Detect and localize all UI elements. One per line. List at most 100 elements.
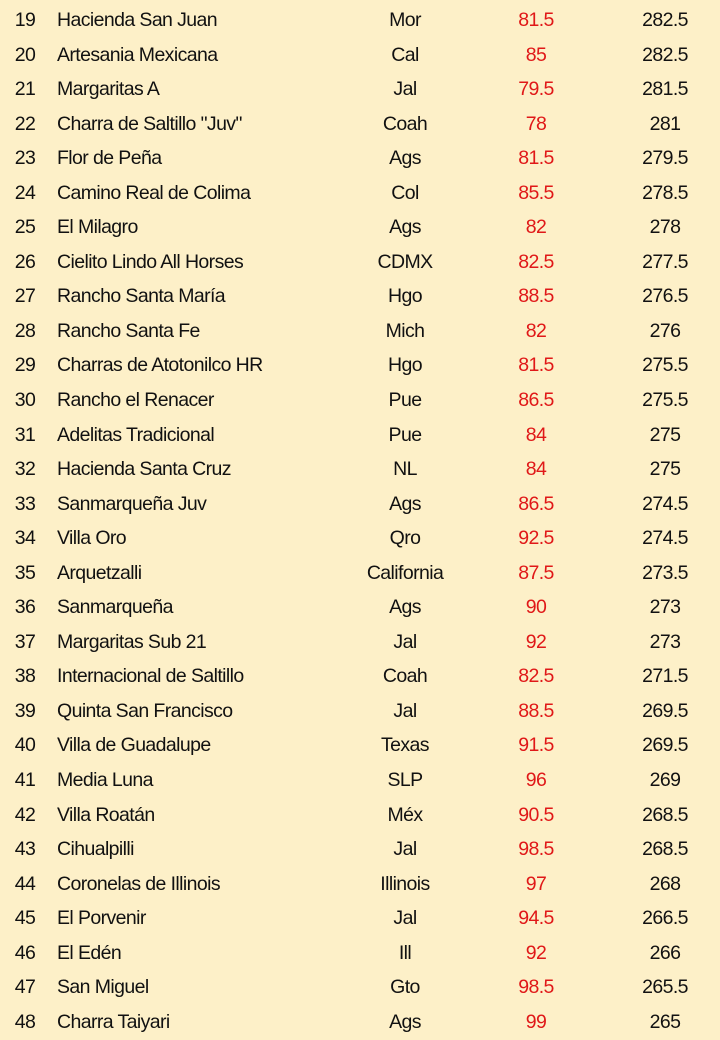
cell-name: Hacienda Santa Cruz bbox=[57, 458, 232, 481]
cell-rank: 44 bbox=[14, 872, 36, 895]
cell-state: Jal bbox=[393, 78, 417, 101]
table-row: 41 Media Luna SLP 96 269 bbox=[0, 763, 720, 798]
cell-score: 94.5 bbox=[518, 907, 554, 930]
cell-state: Ags bbox=[389, 596, 421, 619]
cell-state: California bbox=[366, 561, 444, 584]
cell-total: 282.5 bbox=[642, 9, 688, 31]
table-row: 25 El Milagro Ags 82 278 bbox=[0, 210, 720, 245]
cell-name: El Milagro bbox=[57, 216, 138, 239]
cell-score: 81.5 bbox=[518, 9, 554, 31]
table-row: 28 Rancho Santa Fe Mich 82 276 bbox=[0, 314, 720, 349]
cell-state: Ags bbox=[389, 147, 421, 170]
cell-rank: 36 bbox=[14, 596, 36, 619]
table-row: 38 Internacional de Saltillo Coah 82.5 271.5 bbox=[0, 659, 720, 694]
cell-score: 86.5 bbox=[518, 492, 554, 515]
table-row: 21 Margaritas A Jal 79.5 281.5 bbox=[0, 72, 720, 107]
cell-name: Rancho Santa María bbox=[57, 285, 226, 308]
cell-total: 265.5 bbox=[642, 976, 688, 999]
cell-total: 269 bbox=[649, 769, 681, 792]
cell-name: Cihualpilli bbox=[57, 838, 134, 861]
cell-rank: 29 bbox=[14, 354, 36, 377]
cell-score: 81.5 bbox=[518, 354, 554, 377]
cell-name: Margaritas A bbox=[57, 78, 160, 101]
cell-state: Jal bbox=[393, 838, 417, 861]
cell-total: 265 bbox=[649, 1010, 681, 1033]
cell-name: Arquetzalli bbox=[57, 561, 142, 584]
table-row: 46 El Edén Ill 92 266 bbox=[0, 936, 720, 971]
cell-score: 96 bbox=[525, 769, 547, 792]
cell-name: El Edén bbox=[57, 941, 122, 964]
cell-score: 88.5 bbox=[518, 699, 554, 722]
cell-state: Mich bbox=[385, 319, 425, 342]
cell-name: Camino Real de Colima bbox=[57, 181, 251, 204]
cell-score: 92 bbox=[525, 941, 547, 964]
cell-total: 281.5 bbox=[642, 78, 688, 101]
cell-score: 82 bbox=[525, 319, 547, 342]
cell-rank: 30 bbox=[14, 389, 36, 412]
cell-rank: 34 bbox=[14, 527, 36, 550]
cell-name: Coronelas de Illinois bbox=[57, 872, 221, 895]
cell-rank: 38 bbox=[14, 665, 36, 688]
cell-score: 85 bbox=[525, 43, 547, 66]
cell-name: San Miguel bbox=[57, 976, 149, 999]
table-row: 33 Sanmarqueña Juv Ags 86.5 274.5 bbox=[0, 487, 720, 522]
cell-total: 277.5 bbox=[642, 250, 688, 273]
cell-score: 84 bbox=[525, 423, 547, 446]
cell-score: 82.5 bbox=[518, 665, 554, 688]
table-row: 29 Charras de Atotonilco HR Hgo 81.5 275.5 bbox=[0, 348, 720, 383]
cell-state: CDMX bbox=[377, 250, 433, 273]
table-row: 32 Hacienda Santa Cruz NL 84 275 bbox=[0, 452, 720, 487]
cell-rank: 28 bbox=[14, 319, 36, 342]
table-row: 47 San Miguel Gto 98.5 265.5 bbox=[0, 970, 720, 1005]
cell-score: 98.5 bbox=[518, 838, 554, 861]
cell-rank: 37 bbox=[14, 630, 36, 653]
cell-state: Jal bbox=[393, 907, 417, 930]
cell-rank: 43 bbox=[14, 838, 36, 861]
cell-score: 79.5 bbox=[518, 78, 554, 101]
table-row: 43 Cihualpilli Jal 98.5 268.5 bbox=[0, 832, 720, 867]
cell-name: Margaritas Sub 21 bbox=[57, 630, 207, 653]
cell-state: Ill bbox=[398, 941, 412, 964]
table-row: 42 Villa Roatán Méx 90.5 268.5 bbox=[0, 798, 720, 833]
cell-rank: 42 bbox=[14, 803, 36, 826]
table-row: 36 Sanmarqueña Ags 90 273 bbox=[0, 590, 720, 625]
cell-rank: 21 bbox=[14, 78, 36, 101]
cell-score: 90.5 bbox=[518, 803, 554, 826]
cell-score: 82 bbox=[525, 216, 547, 239]
table-row: 27 Rancho Santa María Hgo 88.5 276.5 bbox=[0, 279, 720, 314]
cell-total: 279.5 bbox=[642, 147, 688, 170]
cell-total: 269.5 bbox=[642, 734, 688, 757]
cell-score: 86.5 bbox=[518, 389, 554, 412]
cell-state: Méx bbox=[387, 803, 423, 826]
table-row: 19 Hacienda San Juan Mor 81.5 282.5 bbox=[0, 3, 720, 38]
cell-rank: 25 bbox=[14, 216, 36, 239]
table-row: 23 Flor de Peña Ags 81.5 279.5 bbox=[0, 141, 720, 176]
cell-name: Sanmarqueña Juv bbox=[57, 492, 207, 515]
cell-rank: 32 bbox=[14, 458, 36, 481]
cell-state: Ags bbox=[389, 1010, 421, 1033]
cell-score: 98.5 bbox=[518, 976, 554, 999]
cell-rank: 24 bbox=[14, 181, 36, 204]
cell-state: NL bbox=[393, 458, 417, 481]
table-row: 40 Villa de Guadalupe Texas 91.5 269.5 bbox=[0, 728, 720, 763]
cell-state: Mor bbox=[389, 9, 421, 31]
table-row: 37 Margaritas Sub 21 Jal 92 273 bbox=[0, 625, 720, 660]
table-row: 24 Camino Real de Colima Col 85.5 278.5 bbox=[0, 176, 720, 211]
table-row: 22 Charra de Saltillo "Juv" Coah 78 281 bbox=[0, 107, 720, 142]
cell-total: 276.5 bbox=[642, 285, 688, 308]
cell-state: Hgo bbox=[388, 285, 423, 308]
cell-name: Rancho Santa Fe bbox=[57, 319, 200, 342]
ranking-table: 19 Hacienda San Juan Mor 81.5 282.5 20 Artesan… bbox=[0, 3, 720, 1039]
cell-state: Qro bbox=[389, 527, 421, 550]
cell-total: 278 bbox=[649, 216, 681, 239]
cell-state: Coah bbox=[382, 112, 428, 135]
cell-rank: 35 bbox=[14, 561, 36, 584]
cell-state: Hgo bbox=[388, 354, 423, 377]
cell-state: Texas bbox=[381, 734, 430, 757]
table-row: 45 El Porvenir Jal 94.5 266.5 bbox=[0, 901, 720, 936]
cell-name: Internacional de Saltillo bbox=[57, 665, 244, 688]
cell-score: 85.5 bbox=[518, 181, 554, 204]
cell-state: Illinois bbox=[380, 872, 430, 895]
cell-state: Ags bbox=[389, 492, 421, 515]
cell-score: 78 bbox=[525, 112, 547, 135]
